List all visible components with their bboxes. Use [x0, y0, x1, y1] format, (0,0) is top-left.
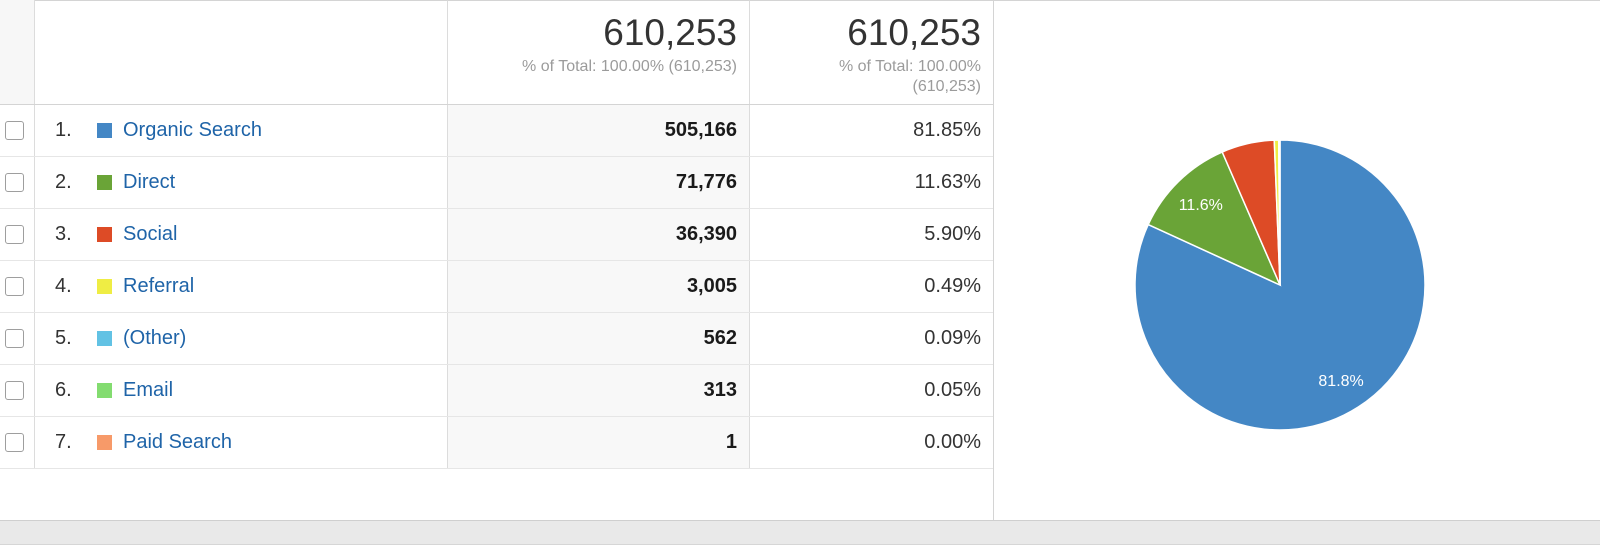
row-checkbox-6[interactable] [5, 381, 24, 400]
row-checkbox-1[interactable] [5, 121, 24, 140]
row-checkbox-7[interactable] [5, 433, 24, 452]
channel-color-swatch [97, 435, 112, 450]
checkbox-cell [0, 105, 35, 156]
pie-slice-label: 11.6% [1179, 197, 1223, 214]
channel-color-swatch [97, 279, 112, 294]
pie-slice-label: 81.8% [1318, 373, 1363, 390]
sessions-value-cell: 1 [448, 417, 750, 468]
channel-color-swatch [97, 123, 112, 138]
channel-color-swatch [97, 227, 112, 242]
table-row: 1. Organic Search 505,166 81.85% [0, 105, 993, 157]
pie-chart-panel: 81.8% 11.6% [993, 0, 1600, 520]
sessions-total-subtext: % of Total: 100.00% (610,253) [522, 57, 737, 75]
table-row: 7. Paid Search 1 0.00% [0, 417, 993, 469]
channel-link[interactable]: Direct [123, 171, 176, 193]
percent-subtext-line1: % of Total: 100.00% [838, 57, 981, 75]
percent-value-cell: 0.00% [924, 431, 981, 453]
header-channel-column [35, 0, 448, 104]
table-row: 3. Social 36,390 5.90% [0, 209, 993, 261]
row-checkbox-4[interactable] [5, 277, 24, 296]
row-index: 2. [55, 171, 72, 193]
percent-value-cell: 0.49% [924, 275, 981, 297]
bottom-strip [0, 520, 1600, 545]
row-index: 5. [55, 327, 72, 349]
row-index: 1. [55, 119, 72, 141]
table-row: 5. (Other) 562 0.09% [0, 313, 993, 365]
checkbox-cell [0, 313, 35, 364]
table-row: 2. Direct 71,776 11.63% [0, 157, 993, 209]
sessions-value-cell: 505,166 [448, 105, 750, 156]
row-checkbox-3[interactable] [5, 225, 24, 244]
channel-cell: 1. Organic Search [35, 105, 448, 156]
checkbox-cell [0, 365, 35, 416]
row-index: 3. [55, 223, 72, 245]
channel-link[interactable]: Social [123, 223, 178, 245]
percent-value-cell: 0.09% [924, 327, 981, 349]
channels-table: 610,253 % of Total: 100.00% (610,253) 61… [0, 0, 993, 520]
sessions-total: 610,253 [603, 12, 737, 53]
channel-cell: 2. Direct [35, 157, 448, 208]
sessions-value-cell: 36,390 [448, 209, 750, 260]
percent-value-cell: 81.85% [913, 119, 981, 141]
channel-color-swatch [97, 175, 112, 190]
sessions-value-cell: 562 [448, 313, 750, 364]
sessions-value-cell: 3,005 [448, 261, 750, 312]
channels-report: 610,253 % of Total: 100.00% (610,253) 61… [0, 0, 1600, 520]
channel-link[interactable]: Referral [123, 275, 195, 297]
percent-value-cell: 11.63% [914, 171, 981, 193]
percent-total: 610,253 [847, 12, 981, 53]
channel-cell: 4. Referral [35, 261, 448, 312]
row-checkbox-5[interactable] [5, 329, 24, 348]
checkbox-cell [0, 209, 35, 260]
checkbox-cell [0, 261, 35, 312]
pie-slice-1 [1147, 151, 1282, 287]
row-index: 6. [55, 379, 72, 401]
percent-total-subtext: % of Total: 100.00% (610,253) [750, 57, 981, 97]
checkbox-cell [0, 157, 35, 208]
sessions-value-cell: 313 [448, 365, 750, 416]
header-metric-sessions: 610,253 % of Total: 100.00% (610,253) [448, 0, 750, 104]
table-row: 6. Email 313 0.05% [0, 365, 993, 417]
table-footer-spacer [0, 469, 993, 520]
header-metric-percent: 610,253 % of Total: 100.00% (610,253) [750, 0, 993, 104]
sessions-value-cell: 71,776 [448, 157, 750, 208]
channel-cell: 5. (Other) [35, 313, 448, 364]
channel-cell: 7. Paid Search [35, 417, 448, 468]
row-index: 7. [55, 431, 72, 453]
checkbox-cell [0, 417, 35, 468]
table-row: 4. Referral 3,005 0.49% [0, 261, 993, 313]
row-index: 4. [55, 275, 72, 297]
percent-subtext-line2: (610,253) [912, 77, 982, 95]
channel-color-swatch [97, 331, 112, 346]
row-checkbox-2[interactable] [5, 173, 24, 192]
channel-cell: 6. Email [35, 365, 448, 416]
channel-link[interactable]: Paid Search [123, 431, 232, 453]
channel-color-swatch [97, 383, 112, 398]
percent-value-cell: 5.90% [924, 223, 981, 245]
channels-pie-chart: 81.8% 11.6% [1134, 139, 1426, 431]
channel-link[interactable]: Organic Search [123, 119, 262, 141]
percent-value-cell: 0.05% [924, 379, 981, 401]
header-checkbox-gutter [0, 0, 35, 104]
channel-link[interactable]: (Other) [123, 327, 187, 349]
channel-link[interactable]: Email [123, 379, 174, 401]
channel-cell: 3. Social [35, 209, 448, 260]
table-header-row: 610,253 % of Total: 100.00% (610,253) 61… [0, 0, 993, 105]
